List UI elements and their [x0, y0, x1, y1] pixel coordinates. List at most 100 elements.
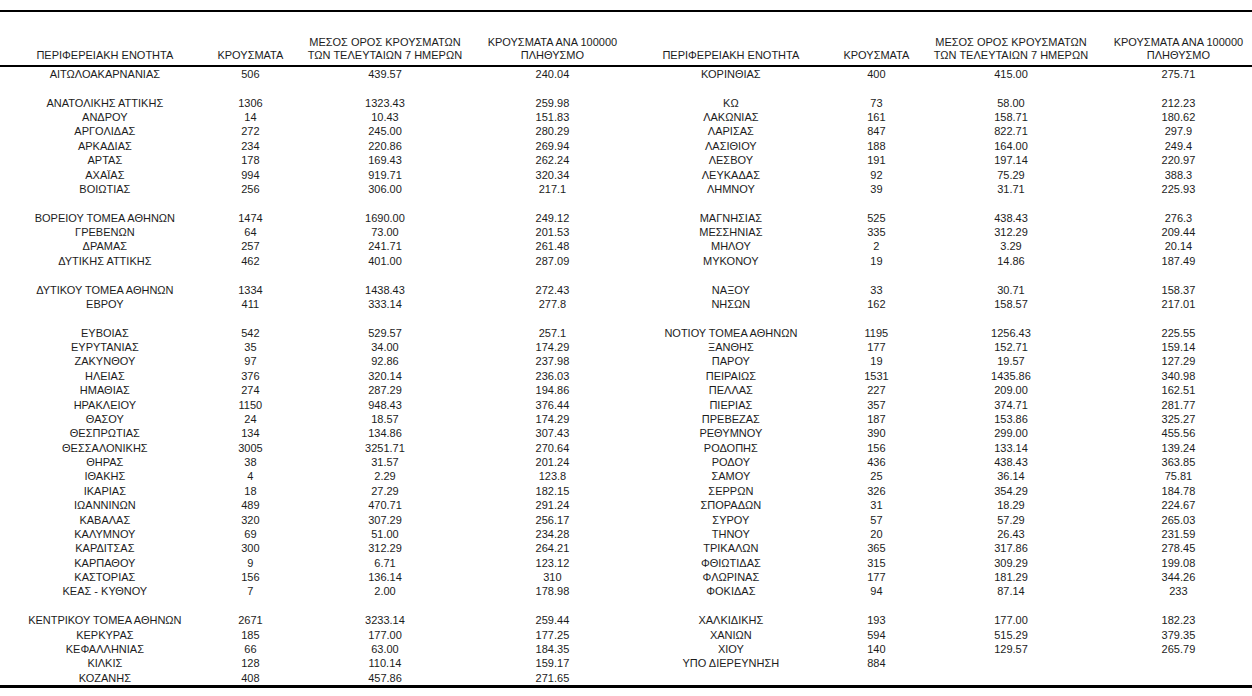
cases-cell: 162 — [836, 297, 917, 311]
table-row: ΠΡΕΒΕΖΑΣ187153.86325.27 — [626, 412, 1252, 426]
per-100k-cell: 201.24 — [479, 455, 626, 469]
spacer-row — [0, 268, 626, 282]
per-100k-cell: 182.23 — [1105, 613, 1252, 627]
per-100k-cell: 325.27 — [1105, 412, 1252, 426]
region-cell: ΕΥΡΥΤΑΝΙΑΣ — [0, 340, 210, 354]
cases-cell — [836, 671, 917, 685]
avg-7day-cell: 470.71 — [291, 498, 479, 512]
cases-cell — [210, 196, 291, 210]
cases-cell: 326 — [836, 484, 917, 498]
region-cell: ΣΑΜΟΥ — [626, 469, 836, 483]
table-row: ΦΟΚΙΔΑΣ9487.14233 — [626, 584, 1252, 598]
region-cell: ΦΛΩΡΙΝΑΣ — [626, 570, 836, 584]
per-100k-cell: 276.3 — [1105, 211, 1252, 225]
spacer-row — [0, 196, 626, 210]
table-header: ΠΕΡΙΦΕΡΕΙΑΚΗ ΕΝΟΤΗΤΑ ΚΡΟΥΣΜΑΤΑ ΜΕΣΟΣ ΟΡΟ… — [0, 12, 626, 66]
per-100k-cell: 269.94 — [479, 139, 626, 153]
per-100k-cell: 236.03 — [479, 369, 626, 383]
table-row: ΛΗΜΝΟΥ3931.71225.93 — [626, 182, 1252, 196]
per-100k-cell: 159.14 — [1105, 340, 1252, 354]
per-100k-cell: 376.44 — [479, 398, 626, 412]
cases-cell: 2671 — [210, 613, 291, 627]
cases-cell: 73 — [836, 96, 917, 110]
region-cell: ΚΑΒΑΛΑΣ — [0, 513, 210, 527]
table-row: ΧΙΟΥ140129.57265.79 — [626, 642, 1252, 656]
cases-cell: 315 — [836, 556, 917, 570]
per-100k-cell — [479, 81, 626, 95]
table-row: ΠΕΙΡΑΙΩΣ15311435.86340.98 — [626, 369, 1252, 383]
cases-cell: 7 — [210, 584, 291, 598]
region-cell: ΚΑΛΥΜΝΟΥ — [0, 527, 210, 541]
avg-7day-cell: 415.00 — [917, 66, 1105, 81]
avg-7day-cell — [917, 599, 1105, 613]
avg-7day-cell: 73.00 — [291, 225, 479, 239]
cases-cell: 357 — [836, 398, 917, 412]
region-cell — [0, 196, 210, 210]
spacer-row — [0, 599, 626, 613]
table-row: ΚΕΑΣ - ΚΥΘΝΟΥ72.00178.98 — [0, 584, 626, 598]
per-100k-cell: 225.93 — [1105, 182, 1252, 196]
table-row: ΘΗΡΑΣ3831.57201.24 — [0, 455, 626, 469]
cases-cell: 994 — [210, 168, 291, 182]
per-100k-cell — [1105, 268, 1252, 282]
table-row: ΙΩΑΝΝΙΝΩΝ489470.71291.24 — [0, 498, 626, 512]
cases-cell: 128 — [210, 656, 291, 670]
table-row: ΦΘΙΩΤΙΔΑΣ315309.29199.08 — [626, 556, 1252, 570]
per-100k-cell: 344.26 — [1105, 570, 1252, 584]
per-100k-cell: 265.79 — [1105, 642, 1252, 656]
per-100k-cell: 159.17 — [479, 656, 626, 670]
table-row: ΜΗΛΟΥ23.2920.14 — [626, 239, 1252, 253]
table-row: ΛΑΡΙΣΑΣ847822.71297.9 — [626, 124, 1252, 138]
region-cell — [626, 599, 836, 613]
cases-cell: 19 — [836, 354, 917, 368]
avg-7day-cell: 306.00 — [291, 182, 479, 196]
avg-7day-cell: 1256.43 — [917, 326, 1105, 340]
cases-cell: 9 — [210, 556, 291, 570]
table-row: ΝΟΤΙΟΥ ΤΟΜΕΑ ΑΘΗΝΩΝ11951256.43225.55 — [626, 326, 1252, 340]
per-100k-cell: 162.51 — [1105, 383, 1252, 397]
cases-cell — [836, 599, 917, 613]
region-cell: ΤΡΙΚΑΛΩΝ — [626, 541, 836, 555]
table-row: ΥΠΟ ΔΙΕΡΕΥΝΗΣΗ884 — [626, 656, 1252, 670]
cases-cell: 35 — [210, 340, 291, 354]
region-cell: ΣΕΡΡΩΝ — [626, 484, 836, 498]
cases-cell: 884 — [836, 656, 917, 670]
per-100k-cell: 75.81 — [1105, 469, 1252, 483]
region-cell: ΚΕΝΤΡΙΚΟΥ ΤΟΜΕΑ ΑΘΗΝΩΝ — [0, 613, 210, 627]
avg-7day-cell: 1323.43 — [291, 96, 479, 110]
per-100k-cell: 270.64 — [479, 441, 626, 455]
avg-7day-cell: 18.29 — [917, 498, 1105, 512]
per-100k-cell: 123.8 — [479, 469, 626, 483]
per-100k-cell: 151.83 — [479, 110, 626, 124]
region-cell: ΑΙΤΩΛΟΑΚΑΡΝΑΝΙΑΣ — [0, 66, 210, 81]
avg-7day-cell: 1438.43 — [291, 283, 479, 297]
region-cell: ΦΟΚΙΔΑΣ — [626, 584, 836, 598]
avg-7day-cell: 153.86 — [917, 412, 1105, 426]
avg-7day-cell — [291, 599, 479, 613]
per-100k-cell: 180.62 — [1105, 110, 1252, 124]
cases-cell: 411 — [210, 297, 291, 311]
table-row: ΣΑΜΟΥ2536.1475.81 — [626, 469, 1252, 483]
per-100k-cell: 182.15 — [479, 484, 626, 498]
per-100k-cell: 194.86 — [479, 383, 626, 397]
per-100k-cell: 184.78 — [1105, 484, 1252, 498]
table-row: ΓΡΕΒΕΝΩΝ6473.00201.53 — [0, 225, 626, 239]
avg-7day-cell: 30.71 — [917, 283, 1105, 297]
table-row: ΑΙΤΩΛΟΑΚΑΡΝΑΝΙΑΣ506439.57240.04 — [0, 66, 626, 81]
table-row: ΡΕΘΥΜΝΟΥ390299.00455.56 — [626, 426, 1252, 440]
avg-7day-cell: 87.14 — [917, 584, 1105, 598]
table-row: ΙΘΑΚΗΣ42.29123.8 — [0, 469, 626, 483]
table-row: ΕΥΒΟΙΑΣ542529.57257.1 — [0, 326, 626, 340]
avg-7day-cell: 152.71 — [917, 340, 1105, 354]
per-100k-cell: 174.29 — [479, 340, 626, 354]
avg-7day-cell: 169.43 — [291, 153, 479, 167]
per-100k-cell: 277.8 — [479, 297, 626, 311]
header-row: ΠΕΡΙΦΕΡΕΙΑΚΗ ΕΝΟΤΗΤΑ ΚΡΟΥΣΜΑΤΑ ΜΕΣΟΣ ΟΡΟ… — [626, 12, 1252, 66]
col-header-cases: ΚΡΟΥΣΜΑΤΑ — [836, 12, 917, 66]
table-row: ΠΙΕΡΙΑΣ357374.71281.77 — [626, 398, 1252, 412]
region-cell: ΛΕΣΒΟΥ — [626, 153, 836, 167]
avg-7day-cell: 58.00 — [917, 96, 1105, 110]
avg-7day-cell — [917, 671, 1105, 685]
table-row: ΚΟΖΑΝΗΣ408457.86271.65 — [0, 671, 626, 685]
table-row: ΜΕΣΣΗΝΙΑΣ335312.29209.44 — [626, 225, 1252, 239]
